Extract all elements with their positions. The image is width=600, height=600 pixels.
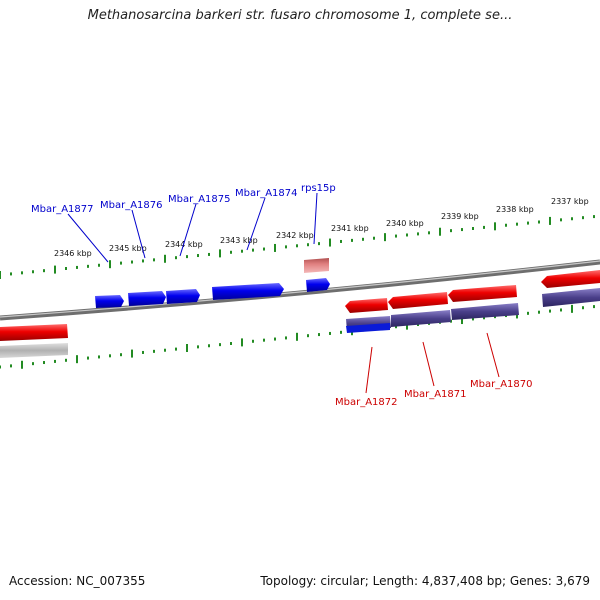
gene-mbar-a1870[interactable]	[448, 285, 517, 302]
rna-feature[interactable]	[304, 258, 329, 273]
gene-label-mbar-a1875[interactable]: Mbar_A1875	[168, 194, 231, 205]
gene-label-mbar-a1874[interactable]: Mbar_A1874	[235, 188, 298, 199]
genome-summary: Topology: circular; Length: 4,837,408 bp…	[260, 574, 590, 588]
pseudo-blue-stripe	[346, 323, 390, 333]
leader-line	[422, 341, 435, 387]
leader-line	[365, 346, 373, 394]
reverse-strand-genes	[0, 270, 600, 358]
accession-text: Accession: NC_007355	[9, 574, 146, 588]
gene-mbar-a1872[interactable]	[345, 298, 388, 313]
kbp-label: 2340 kbp	[386, 219, 424, 228]
gene-mbar-a1875[interactable]	[166, 289, 200, 304]
forward-strand-genes	[95, 258, 330, 308]
reverse-gene-labels: Mbar_A1872 Mbar_A1871 Mbar_A1870	[335, 332, 533, 408]
kbp-label: 2339 kbp	[441, 212, 479, 221]
pseudo-left-edge[interactable]	[0, 343, 68, 358]
chromosome-backbone	[0, 259, 600, 321]
gene-mbar-a1874[interactable]	[212, 283, 284, 300]
gene-label-mbar-a1877[interactable]: Mbar_A1877	[31, 204, 94, 215]
leader-line	[179, 203, 197, 257]
pseudo-segment-2[interactable]	[391, 310, 451, 327]
kbp-label: 2345 kbp	[109, 244, 147, 253]
gene-right-edge[interactable]	[541, 270, 600, 288]
gene-label-mbar-a1876[interactable]: Mbar_A1876	[100, 200, 163, 211]
map-title: Methanosarcina barkeri str. fusaro chrom…	[87, 8, 513, 23]
pseudo-right-edge[interactable]	[542, 288, 600, 307]
pseudo-segment-3[interactable]	[451, 303, 519, 320]
forward-gene-labels: Mbar_A1877 Mbar_A1876 Mbar_A1875 Mbar_A1…	[31, 183, 336, 263]
gene-rps15p[interactable]	[306, 278, 330, 292]
gene-mbar-a1877[interactable]	[95, 295, 124, 308]
kbp-label: 2341 kbp	[331, 224, 369, 233]
kbp-label: 2346 kbp	[54, 249, 92, 258]
gene-left-edge[interactable]	[0, 324, 68, 341]
kbp-label: 2343 kbp	[220, 236, 258, 245]
gene-label-mbar-a1870[interactable]: Mbar_A1870	[470, 379, 533, 390]
leader-line	[486, 332, 500, 378]
kbp-label: 2337 kbp	[551, 197, 589, 206]
leader-line	[246, 197, 266, 251]
leader-line	[131, 209, 146, 259]
kbp-label: 2342 kbp	[276, 231, 314, 240]
gene-mbar-a1871[interactable]	[388, 292, 448, 309]
leader-line	[313, 192, 318, 245]
upper-tick-row	[0, 215, 595, 279]
gene-label-mbar-a1871[interactable]: Mbar_A1871	[404, 389, 467, 400]
leader-line	[67, 213, 109, 263]
kbp-label: 2338 kbp	[496, 205, 534, 214]
chromosome-backbone-highlight	[0, 260, 600, 318]
gene-label-mbar-a1872[interactable]: Mbar_A1872	[335, 397, 398, 408]
gene-label-rps15p[interactable]: rps15p	[301, 183, 336, 194]
gene-mbar-a1876[interactable]	[128, 291, 166, 306]
